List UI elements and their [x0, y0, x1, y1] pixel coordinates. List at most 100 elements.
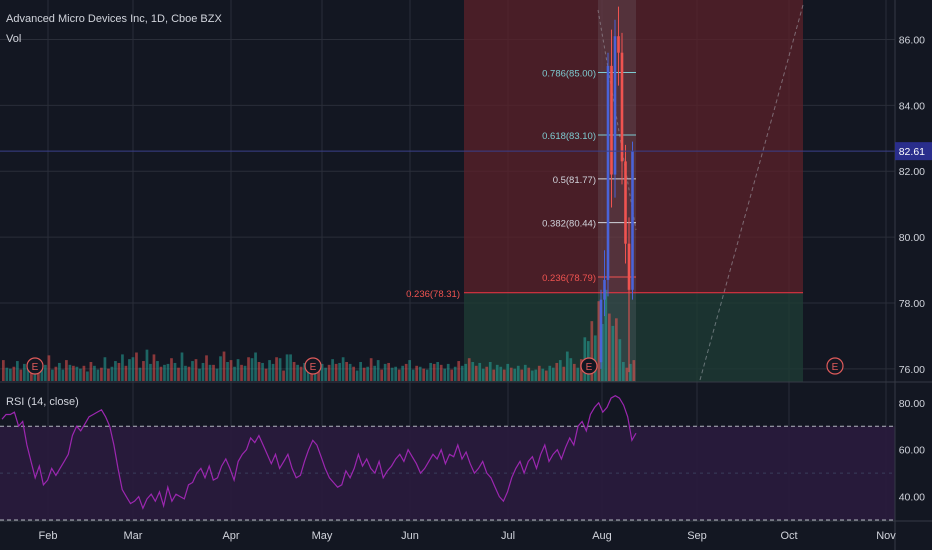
volume-bar — [170, 358, 173, 381]
candle-body — [627, 243, 631, 290]
current-price-label: 82.61 — [899, 146, 925, 158]
candle-body — [620, 52, 624, 162]
volume-bar — [149, 363, 152, 381]
volume-bar — [331, 359, 334, 381]
y-tick-label: 78.00 — [899, 298, 925, 310]
y-tick-label: 80.00 — [899, 232, 925, 244]
volume-bar — [450, 369, 454, 381]
volume-bar — [632, 360, 636, 381]
volume-bar — [334, 363, 338, 381]
volume-bar — [341, 357, 345, 381]
volume-bar — [107, 368, 110, 381]
volume-bar — [604, 289, 608, 381]
volume-bar — [156, 361, 159, 381]
volume-bar — [439, 364, 443, 381]
volume-bar — [509, 367, 513, 381]
volume-bar — [257, 362, 261, 381]
candle-body — [599, 299, 603, 363]
volume-bar — [565, 351, 569, 381]
candle-body — [606, 65, 610, 280]
volume-bar — [184, 365, 187, 381]
volume-bar — [369, 358, 373, 381]
fib-label: 0.618(83.10) — [542, 131, 596, 142]
volume-bar — [534, 369, 538, 381]
volume-bar — [198, 368, 201, 381]
volume-bar — [590, 321, 594, 381]
x-tick-label: Oct — [780, 530, 797, 542]
time-axis: Feb Mar Apr May Jun Jul Aug Sep Oct Nov — [39, 530, 897, 542]
volume-bar — [499, 366, 503, 381]
volume-bar — [124, 365, 128, 381]
volume-bar — [191, 361, 194, 381]
volume-bar — [485, 366, 489, 381]
volume-bar — [159, 366, 163, 381]
volume-bar — [271, 363, 275, 381]
volume-bar — [121, 354, 124, 381]
volume-label: Vol — [6, 33, 21, 45]
volume-bar — [243, 365, 247, 381]
volume-bar — [495, 364, 499, 381]
volume-bar — [212, 364, 215, 381]
volume-bar — [443, 368, 447, 381]
volume-bar — [282, 370, 285, 381]
volume-bar — [86, 371, 89, 381]
volume-bar — [222, 351, 226, 381]
volume-bar — [100, 367, 103, 381]
volume-bar — [327, 364, 331, 381]
volume-bar — [338, 362, 341, 381]
volume-bar — [324, 367, 327, 381]
volume-bar — [96, 369, 100, 381]
y-tick-label: 82.00 — [899, 166, 925, 178]
volume-bar — [285, 354, 289, 381]
volume-bar — [541, 368, 545, 381]
volume-bar — [607, 313, 611, 381]
volume-bar — [558, 360, 562, 381]
rsi-tick-label: 40.00 — [899, 492, 925, 504]
earnings-event-label: E — [832, 362, 839, 373]
x-tick-label: Apr — [222, 530, 239, 542]
volume-bar — [68, 364, 72, 381]
y-tick-label: 76.00 — [899, 364, 925, 376]
earnings-event-label: E — [310, 362, 317, 373]
earnings-event-label: E — [32, 362, 39, 373]
volume-bar — [114, 361, 117, 381]
volume-bar — [250, 358, 254, 381]
chart-title: Advanced Micro Devices Inc, 1D, Cboe BZX — [6, 13, 222, 25]
volume-bar — [373, 365, 376, 381]
volume-bar — [429, 362, 433, 381]
volume-bar — [380, 369, 384, 381]
earnings-event-marker — [580, 357, 598, 375]
volume-bar — [544, 370, 548, 381]
volume-bar — [138, 367, 142, 381]
volume-bar — [320, 363, 324, 381]
earnings-event-marker — [304, 357, 322, 375]
volume-bar — [492, 369, 496, 381]
volume-bar — [278, 358, 282, 381]
volume-bar — [208, 364, 212, 381]
volume-bar — [289, 354, 292, 381]
volume-bar — [128, 359, 131, 381]
volume-bar — [478, 362, 482, 381]
volume-bar — [457, 361, 461, 381]
volume-bar — [464, 363, 468, 381]
volume-bar — [506, 363, 510, 381]
fib-levels: 0.786(85.00) 0.618(83.10) 0.5(81.77) 0.382(… — [406, 68, 636, 300]
x-tick-label: Nov — [876, 530, 896, 542]
volume-bar — [201, 362, 205, 381]
volume-bar — [397, 369, 401, 381]
volume-bar — [135, 352, 138, 381]
volume-bar — [205, 355, 208, 381]
volume-bar — [310, 368, 313, 381]
volume-bar — [562, 366, 566, 381]
volume-bar — [226, 362, 229, 381]
rsi-pane — [0, 395, 895, 521]
volume-bar — [240, 364, 243, 381]
volume-bar — [166, 363, 170, 381]
volume-bar — [432, 363, 436, 381]
volume-bar — [275, 357, 278, 381]
volume-bar — [180, 352, 184, 381]
candle-body — [613, 36, 617, 175]
volume-bar — [264, 368, 268, 381]
